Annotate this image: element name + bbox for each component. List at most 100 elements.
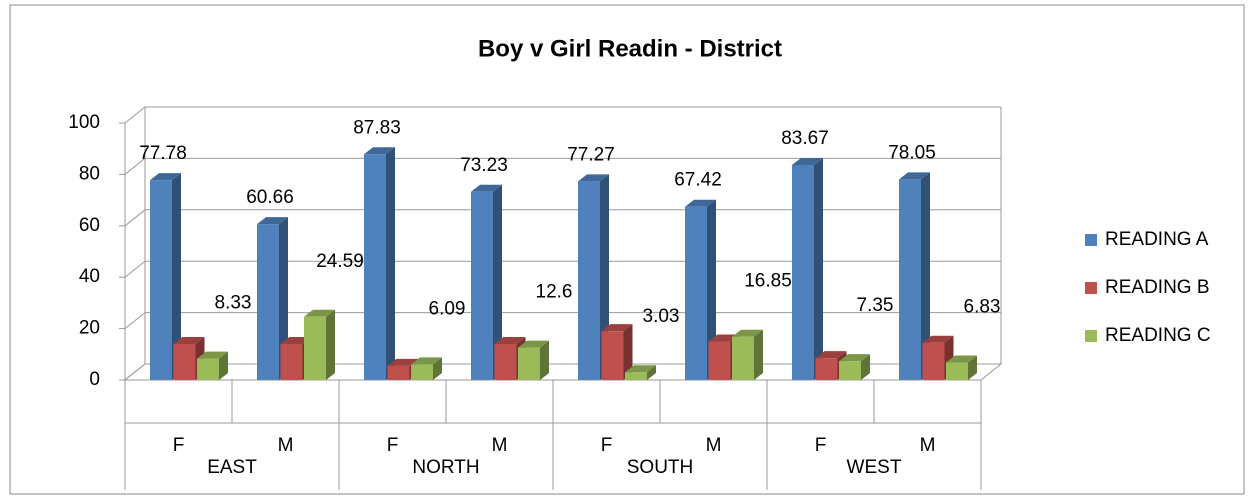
bar-top xyxy=(197,351,228,359)
legend-label: READING C xyxy=(1105,325,1211,346)
bar-top xyxy=(732,329,763,337)
grid-line xyxy=(124,106,1001,124)
bar xyxy=(578,181,600,380)
chart-frame xyxy=(9,4,1245,495)
data-label: 6.09 xyxy=(429,298,466,319)
bar-top xyxy=(899,172,930,180)
data-label: 78.05 xyxy=(888,142,936,163)
data-label: 83.67 xyxy=(781,128,829,149)
data-label: 77.78 xyxy=(139,143,187,164)
bar-top xyxy=(494,337,526,345)
bar xyxy=(518,347,540,380)
bar-top xyxy=(518,340,549,348)
legend-label: READING A xyxy=(1105,229,1209,250)
x-tick-label: F xyxy=(387,435,399,456)
bar-side xyxy=(326,309,335,380)
group-label: NORTH xyxy=(412,457,479,478)
bar xyxy=(494,344,517,380)
bar xyxy=(708,341,731,380)
group-label: EAST xyxy=(207,457,257,478)
bar xyxy=(601,331,624,380)
bar-side xyxy=(754,329,763,380)
bar-top xyxy=(304,309,335,317)
group-label: SOUTH xyxy=(627,457,694,478)
bar-top xyxy=(280,337,312,345)
bar xyxy=(946,362,968,380)
bar-top xyxy=(922,335,954,343)
data-label: 12.6 xyxy=(536,282,573,303)
chart-title: Boy v Girl Readin - District xyxy=(478,35,782,62)
bar xyxy=(815,358,838,380)
bar-side xyxy=(219,351,228,380)
bar-side xyxy=(433,357,442,380)
x-tick-label: M xyxy=(920,435,936,456)
grid-line xyxy=(124,157,1001,175)
bar-top xyxy=(578,174,609,182)
x-tick-label: M xyxy=(492,435,508,456)
bar xyxy=(304,316,326,380)
bar-top xyxy=(946,355,977,363)
bar xyxy=(387,365,410,380)
bar xyxy=(625,372,647,380)
bar-top xyxy=(815,351,847,359)
data-label: 6.83 xyxy=(964,296,1001,317)
bar xyxy=(792,164,814,380)
bar xyxy=(257,224,279,380)
x-tick-label: F xyxy=(173,435,185,456)
y-tick-label: 40 xyxy=(79,266,100,287)
bar xyxy=(922,342,945,380)
bar-side xyxy=(386,147,395,380)
group-label: WEST xyxy=(847,457,902,478)
bar xyxy=(411,364,433,380)
bar-side xyxy=(707,199,716,380)
bar-top xyxy=(625,365,656,373)
bar-top xyxy=(839,354,870,362)
data-label: 16.85 xyxy=(744,271,792,292)
bar-side xyxy=(623,324,633,380)
legend-swatch xyxy=(1085,234,1097,246)
bar-top xyxy=(387,358,419,366)
legend-label: READING B xyxy=(1105,277,1210,298)
bar xyxy=(471,191,493,380)
data-label: 8.33 xyxy=(215,293,252,314)
bar-side xyxy=(172,173,181,380)
bar-side xyxy=(493,184,502,380)
bar-top xyxy=(708,334,740,342)
y-tick-label: 80 xyxy=(79,163,100,184)
data-label: 67.42 xyxy=(674,170,722,191)
bar-top xyxy=(601,324,633,332)
bar-side xyxy=(540,340,549,380)
x-tick-label: F xyxy=(601,435,613,456)
y-tick-label: 100 xyxy=(68,112,100,133)
bar xyxy=(197,358,219,380)
x-tick-label: F xyxy=(815,435,827,456)
data-label: 73.23 xyxy=(460,155,508,176)
bar-side xyxy=(861,354,870,380)
bar-side xyxy=(647,365,656,380)
bar-side xyxy=(968,355,977,380)
y-tick-label: 20 xyxy=(79,318,100,339)
data-label: 77.27 xyxy=(567,144,615,165)
legend-swatch xyxy=(1085,330,1097,342)
bar-side xyxy=(279,217,288,380)
bar-side xyxy=(921,172,930,380)
bar-top xyxy=(150,173,181,181)
bar-top xyxy=(257,217,288,225)
bar xyxy=(685,206,707,380)
data-label: 60.66 xyxy=(246,187,294,208)
data-label: 3.03 xyxy=(643,306,680,327)
y-tick-label: 60 xyxy=(79,215,100,236)
x-tick-label: M xyxy=(278,435,294,456)
bar-side xyxy=(814,157,823,380)
bar xyxy=(899,179,921,380)
bar-top xyxy=(411,357,442,365)
data-label: 87.83 xyxy=(353,117,401,138)
data-label: 7.35 xyxy=(857,295,894,316)
bar-top xyxy=(364,147,395,155)
bar-top xyxy=(792,157,823,165)
y-tick-label: 0 xyxy=(89,369,100,390)
bar xyxy=(839,361,861,380)
bar xyxy=(173,344,196,380)
bar xyxy=(150,180,172,380)
legend-swatch xyxy=(1085,282,1097,294)
